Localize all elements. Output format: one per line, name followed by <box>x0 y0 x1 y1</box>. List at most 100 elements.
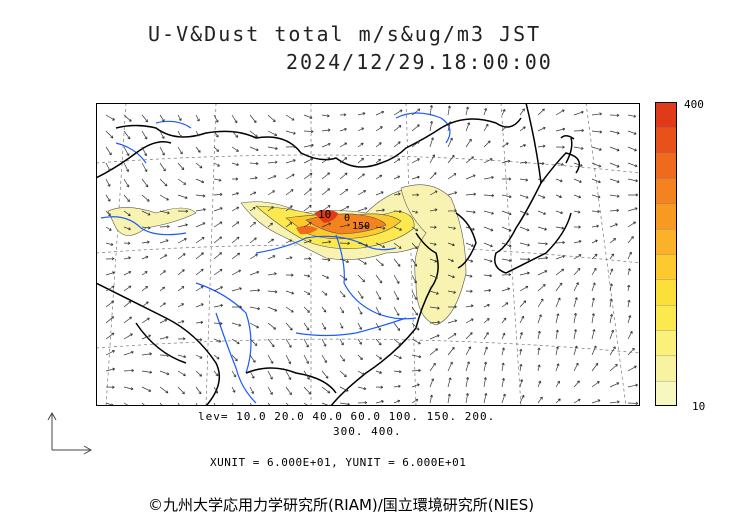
wind-arrow <box>393 274 400 284</box>
wind-arrow <box>483 158 493 164</box>
wind-arrow <box>429 334 440 340</box>
wind-arrow <box>627 251 632 260</box>
wind-arrow <box>213 236 223 244</box>
wind-arrow <box>573 225 581 229</box>
wind-arrow <box>501 362 505 372</box>
wind-arrow <box>285 159 296 164</box>
wind-arrow <box>267 322 277 330</box>
wind-arrow <box>609 238 617 244</box>
wind-arrow <box>537 144 546 148</box>
wind-arrow <box>123 300 132 308</box>
wind-arrow <box>465 156 474 164</box>
wind-arrow <box>573 380 580 388</box>
wind-arrow <box>519 363 523 372</box>
wind-arrow <box>195 178 205 184</box>
wind-arrow <box>429 120 434 132</box>
contour-label-0: 0 <box>344 213 350 224</box>
wind-arrow <box>177 286 185 292</box>
wind-arrow <box>177 162 185 171</box>
wind-arrow <box>159 254 168 260</box>
wind-arrow <box>537 126 546 132</box>
wind-arrow <box>267 370 273 380</box>
wind-arrow <box>303 204 312 212</box>
wind-arrow <box>447 333 457 340</box>
wind-arrow <box>321 354 327 364</box>
wind-arrow <box>519 161 528 165</box>
wind-arrow <box>555 398 561 404</box>
wind-arrow <box>591 329 596 340</box>
wind-arrow <box>483 361 488 372</box>
wind-arrow <box>285 189 294 196</box>
wind-arrow <box>447 361 453 372</box>
wind-arrow <box>195 252 204 260</box>
wind-arrow <box>555 297 561 308</box>
wind-arrow <box>393 109 403 116</box>
wind-arrow <box>555 210 563 215</box>
wind-arrow <box>339 172 348 180</box>
wind-arrow <box>393 370 402 374</box>
wind-arrow <box>483 274 492 278</box>
wind-arrow <box>123 285 132 292</box>
wind-arrow <box>231 162 239 167</box>
wind-arrow <box>123 226 131 231</box>
wind-arrow <box>537 298 544 308</box>
wind-arrow <box>555 268 565 276</box>
wind-arrow <box>591 162 602 168</box>
wind-arrow <box>429 362 436 372</box>
wind-arrow <box>501 194 512 199</box>
wind-arrow <box>321 290 328 296</box>
wind-arrow <box>591 297 596 308</box>
wind-arrow <box>195 146 201 153</box>
wind-arrow <box>195 268 204 276</box>
wind-arrow <box>375 274 383 284</box>
wind-arrow <box>195 338 203 342</box>
wind-arrow <box>465 106 469 116</box>
colorbar-min-label: 10 <box>692 400 706 413</box>
wind-arrow <box>555 363 560 372</box>
wind-arrow <box>411 141 420 148</box>
wind-arrow <box>591 239 598 244</box>
wind-arrow <box>573 345 578 356</box>
wind-arrow <box>429 190 438 196</box>
wind-arrow <box>555 380 560 388</box>
wind-arrow <box>591 267 597 276</box>
wind-arrow <box>609 223 618 228</box>
wind-arrow <box>159 114 165 122</box>
wind-arrow <box>231 221 240 228</box>
wind-arrow <box>447 319 458 324</box>
wind-arrow <box>393 354 402 360</box>
wind-arrow <box>267 255 276 260</box>
wind-arrow <box>627 236 634 244</box>
wind-arrow <box>519 257 531 261</box>
wind-arrow <box>357 190 367 196</box>
wind-arrow <box>231 370 237 378</box>
wind-arrow <box>303 354 309 364</box>
wind-arrow <box>357 338 362 345</box>
wind-arrow <box>321 157 331 164</box>
wind-arrow <box>483 242 493 248</box>
wind-arrow <box>483 332 489 340</box>
wind-arrow <box>195 194 206 198</box>
wind-arrow <box>105 194 111 202</box>
wind-arrow <box>537 364 541 372</box>
wind-arrow <box>609 146 620 152</box>
wind-arrow <box>141 402 146 406</box>
wind-arrow <box>339 142 348 148</box>
wind-arrow <box>375 110 385 116</box>
wind-arrow <box>339 306 344 314</box>
wind-arrow <box>195 320 204 324</box>
wind-arrow <box>393 125 402 132</box>
wind-arrow <box>627 315 632 324</box>
wind-arrow <box>249 338 258 346</box>
wind-arrow <box>393 209 402 213</box>
wind-arrow <box>159 162 166 172</box>
wind-vectors <box>105 105 639 406</box>
wind-arrow <box>249 191 257 196</box>
wind-arrow <box>375 158 382 164</box>
wind-arrow <box>123 368 134 373</box>
wind-arrow <box>303 158 314 164</box>
wind-arrow <box>105 350 115 356</box>
wind-arrow <box>105 146 112 156</box>
wind-arrow <box>411 338 421 345</box>
wind-arrow <box>195 285 204 292</box>
